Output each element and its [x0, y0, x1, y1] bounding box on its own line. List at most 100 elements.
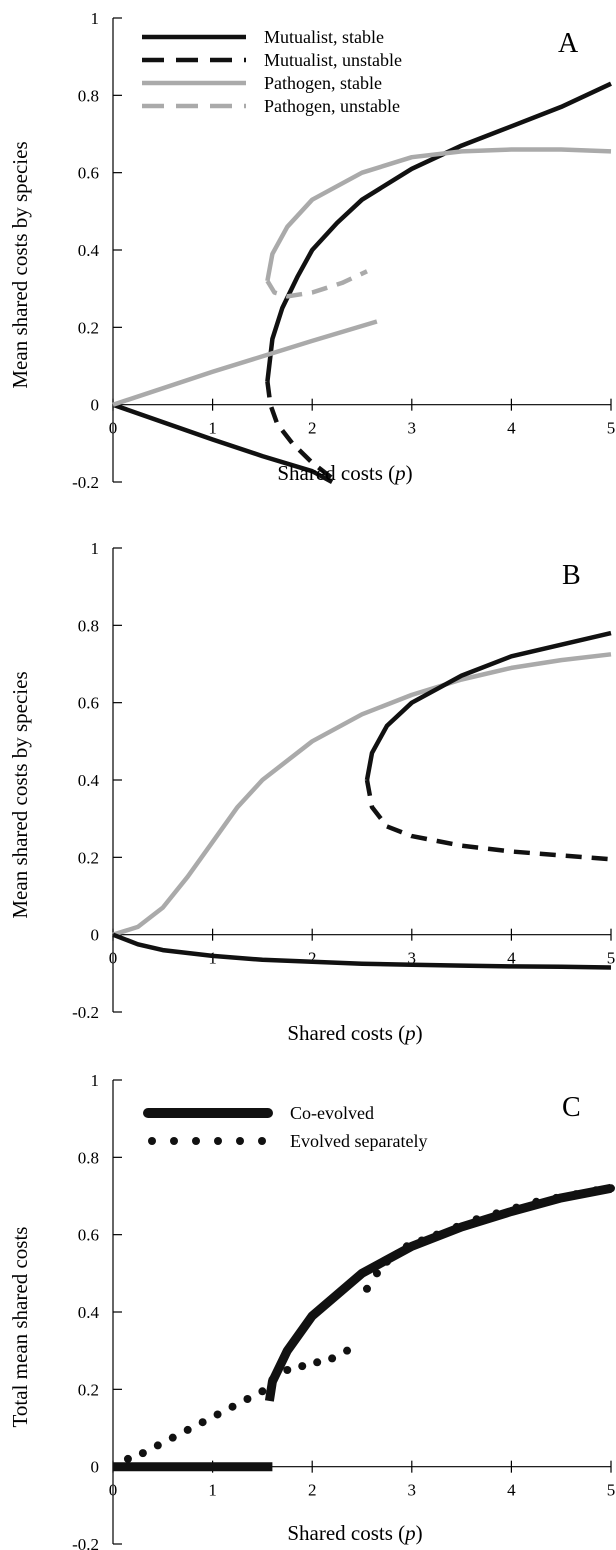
- x-tick-label: 1: [208, 419, 217, 438]
- data-point: [153, 1441, 162, 1450]
- chart-panel-c: -0.2 0 0.2 0.4 0.6 0.8 1 0 1 2 3 4 5 C Co-evolved Evolv…: [8, 1071, 615, 1550]
- data-point: [268, 1375, 277, 1384]
- x-tick-label: 5: [607, 419, 616, 438]
- y-tick-label: 0.2: [78, 848, 99, 867]
- x-tick-label: 3: [408, 419, 417, 438]
- x-tick-label: 2: [308, 419, 317, 438]
- data-point: [183, 1425, 192, 1434]
- y-tick-label: 1: [91, 539, 100, 558]
- legend-dot: [214, 1137, 222, 1145]
- data-point: [572, 1190, 581, 1199]
- y-tick-label: 1: [91, 9, 100, 28]
- y-axis-title: Mean shared costs by species: [8, 141, 32, 388]
- x-tick-label: 5: [607, 1481, 616, 1500]
- x-tick-label: 4: [507, 1481, 516, 1500]
- legend-dot: [258, 1137, 266, 1145]
- data-point: [298, 1362, 307, 1371]
- data-point: [343, 1346, 352, 1355]
- series-pathogen-solid-3: [112, 319, 378, 407]
- series-mutualist-dashed-3: [364, 779, 612, 862]
- chart-panel-b: -0.2 0 0.2 0.4 0.6 0.8 1 0 1 2 3 4 5 B Shared costs (p…: [8, 539, 615, 1045]
- x-tick-label: 4: [507, 419, 516, 438]
- x-tick-label: 3: [408, 1481, 417, 1500]
- data-point: [138, 1449, 147, 1458]
- y-tick-label: 0.6: [78, 1226, 99, 1245]
- series-mutualist-dotted-2: [123, 1184, 615, 1463]
- series-mutualist-solid-2: [364, 630, 612, 781]
- panel-letter: A: [558, 28, 579, 59]
- panel-letter: B: [562, 560, 581, 591]
- legend-dot: [148, 1137, 156, 1145]
- data-point: [313, 1358, 322, 1367]
- series-mutualist-solid-0: [112, 402, 334, 484]
- data-point: [417, 1236, 426, 1245]
- series-mutualist-solid-1: [265, 81, 612, 382]
- x-axis-title: Shared costs (p): [287, 1521, 422, 1545]
- data-point: [168, 1433, 177, 1442]
- data-point: [382, 1257, 391, 1266]
- data-point: [512, 1203, 521, 1212]
- x-tick-label: 5: [607, 949, 616, 968]
- data-point: [198, 1418, 207, 1427]
- data-point: [123, 1454, 132, 1463]
- x-tick-label: 0: [109, 419, 118, 438]
- y-tick-label: 0.4: [78, 1303, 100, 1322]
- y-tick-label: 0.8: [78, 616, 99, 635]
- x-tick-label: 1: [208, 949, 217, 968]
- legend: Co-evolved Evolved separately: [143, 1103, 427, 1151]
- data-point: [592, 1186, 601, 1195]
- panel-letter: C: [562, 1092, 581, 1123]
- x-tick-label: 2: [308, 949, 317, 968]
- y-tick-label: 0.2: [78, 1380, 99, 1399]
- data-point: [228, 1402, 237, 1411]
- y-tick-label: -0.2: [72, 1003, 99, 1022]
- y-tick-label: 0: [91, 396, 100, 415]
- y-tick-label: 1: [91, 1071, 100, 1090]
- data-point: [432, 1230, 441, 1239]
- y-tick-label: 0.4: [78, 241, 100, 260]
- data-point: [532, 1197, 541, 1206]
- y-tick-label: 0.4: [78, 771, 100, 790]
- legend-label: Pathogen, unstable: [264, 96, 400, 116]
- x-axis-title: Shared costs (p): [287, 1021, 422, 1045]
- series-mutualist-dashed-2: [265, 381, 339, 484]
- y-tick-label: 0.8: [78, 86, 99, 105]
- series-mutualist-thick-1: [264, 1183, 612, 1402]
- y-tick-label: 0.2: [78, 318, 99, 337]
- legend-label: Mutualist, stable: [264, 27, 384, 47]
- x-tick-label: 2: [308, 1481, 317, 1500]
- x-tick-label: 0: [109, 949, 118, 968]
- data-point: [243, 1395, 252, 1403]
- legend-label: Evolved separately: [290, 1131, 427, 1151]
- legend: Mutualist, stable Mutualist, unstable Path…: [142, 27, 402, 116]
- legend-dot: [170, 1137, 178, 1145]
- x-axis-title: Shared costs (p): [277, 461, 412, 485]
- x-tick-label: 0: [109, 1481, 118, 1500]
- y-tick-label: 0: [91, 926, 100, 945]
- y-axis-title: Mean shared costs by species: [8, 671, 32, 918]
- data-point: [607, 1184, 615, 1193]
- data-point: [283, 1366, 292, 1374]
- data-point: [472, 1215, 481, 1224]
- series-pathogen-solid-0: [112, 652, 612, 937]
- y-axis-title: Total mean shared costs: [8, 1227, 32, 1428]
- data-point: [452, 1222, 461, 1231]
- y-tick-label: -0.2: [72, 1535, 99, 1550]
- chart-panel-a: -0.2 0 0.2 0.4 0.6 0.8 1 0 1 2 3 4 5 A Mutualist, stab…: [8, 9, 615, 492]
- y-tick-label: 0.6: [78, 164, 99, 183]
- data-point: [328, 1354, 337, 1363]
- data-point: [213, 1410, 222, 1419]
- data-point: [552, 1193, 561, 1202]
- series-pathogen-solid-4: [265, 147, 612, 282]
- data-point: [492, 1209, 501, 1218]
- data-point: [372, 1269, 381, 1278]
- series-mutualist-solid-1: [112, 932, 612, 970]
- data-point: [402, 1242, 411, 1251]
- x-tick-label: 1: [208, 1481, 217, 1500]
- legend-label: Mutualist, unstable: [264, 50, 402, 70]
- series-pathogen-dashed-5: [265, 269, 368, 299]
- data-point: [392, 1250, 401, 1258]
- data-point: [362, 1284, 371, 1293]
- legend-label: Pathogen, stable: [264, 73, 382, 93]
